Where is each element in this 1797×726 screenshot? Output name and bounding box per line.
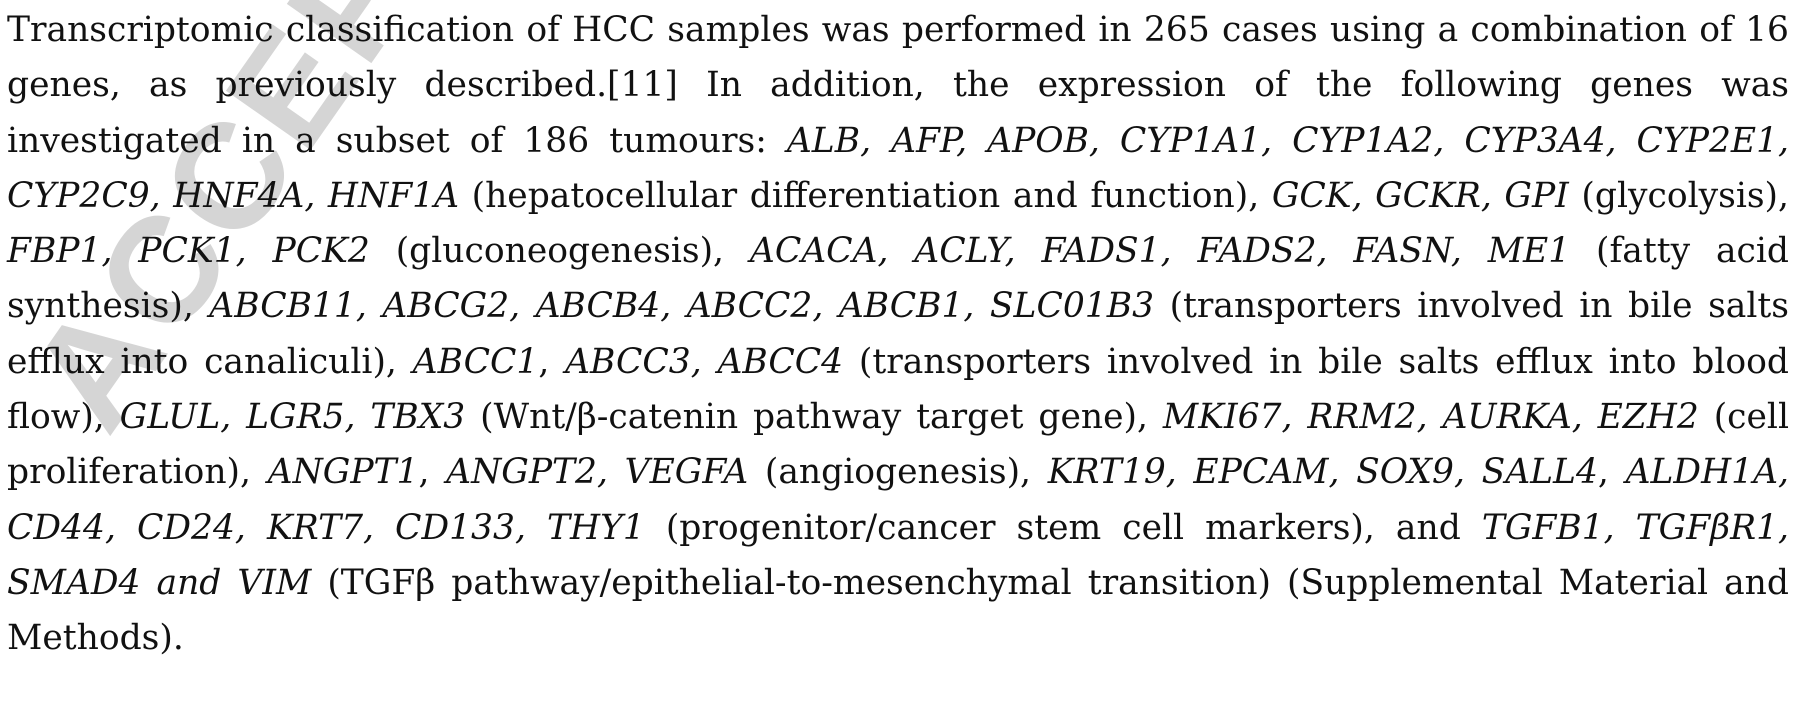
gene-list-run: ABCB11, ABCG2, ABCB4, ABCC2, ABCB1, SLC0… — [209, 286, 1155, 327]
gene-list-run: FBP1, PCK1, PCK2 — [7, 231, 370, 272]
text-run: , — [538, 341, 566, 382]
text-run: (gluconeogenesis), — [369, 231, 750, 272]
text-run: (hepatocellular differentiation and func… — [459, 175, 1272, 216]
gene-list-run: ABCC3, ABCC4 — [565, 341, 844, 382]
text-run: (fatty acid synthesis), — [7, 231, 1789, 327]
gene-list-run: ALB, AFP, APOB, CYP1A1, CYP1A2, CYP3A4, … — [7, 120, 1789, 216]
text-run: , — [1597, 452, 1626, 493]
gene-list-run: ABCC1 — [412, 341, 539, 382]
text-run: (Wnt/β-catenin pathway target gene), — [465, 397, 1163, 438]
gene-list-run: ANGPT1 — [267, 452, 419, 493]
gene-list-run: GCK, GCKR, GPI — [1271, 175, 1569, 216]
text-run: (cell proliferation), — [7, 397, 1789, 493]
text-run: (transporters involved in bile salts eff… — [7, 286, 1789, 382]
gene-list-run: KRT19, EPCAM, SOX9, SALL4 — [1047, 452, 1598, 493]
text-run: (transporters involved in bile salts eff… — [7, 341, 1789, 438]
gene-list-run: MKI67, RRM2, AURKA, EZH2 — [1162, 397, 1699, 438]
gene-list-run: GLUL, LGR5, TBX3 — [119, 397, 466, 438]
text-run: (TGFβ pathway/epithelial-to-mesenchymal … — [7, 562, 1789, 659]
text-run: (progenitor/cancer stem cell markers), a… — [644, 507, 1482, 548]
text-run: , — [418, 452, 447, 493]
body-paragraph: Transcriptomic classification of HCC sam… — [7, 3, 1789, 667]
text-run: Transcriptomic classification of HCC sam… — [7, 10, 1789, 161]
text-run: (glycolysis), — [1568, 175, 1789, 216]
text-run: (angiogenesis), — [748, 452, 1048, 493]
gene-list-run: ANGPT2, VEGFA — [446, 452, 749, 493]
gene-list-run: TGFB1, TGFβR1, SMAD4 and VIM — [7, 507, 1789, 603]
gene-list-run: ALDH1A, CD44, CD24, KRT7, CD133, THY1 — [7, 452, 1789, 548]
gene-list-run: ACACA, ACLY, FADS1, FADS2, FASN, ME1 — [749, 231, 1571, 272]
